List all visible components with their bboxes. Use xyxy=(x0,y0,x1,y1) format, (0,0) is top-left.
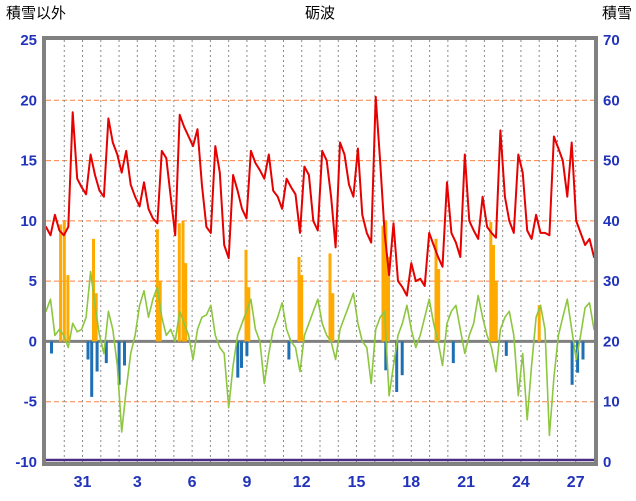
svg-text:70: 70 xyxy=(603,32,620,49)
svg-text:25: 25 xyxy=(20,32,37,49)
svg-text:18: 18 xyxy=(402,474,420,491)
svg-text:5: 5 xyxy=(29,273,37,290)
svg-text:31: 31 xyxy=(74,474,92,491)
left-tick-labels: 25 20 15 10 5 0 -5 -10 xyxy=(15,32,37,471)
svg-text:9: 9 xyxy=(242,474,251,491)
svg-text:6: 6 xyxy=(188,474,197,491)
svg-text:21: 21 xyxy=(457,474,475,491)
green-line xyxy=(45,270,595,437)
svg-text:15: 15 xyxy=(20,153,37,170)
red-line xyxy=(45,95,595,297)
right-tick-labels: 70 60 50 40 30 20 10 0 xyxy=(603,32,620,471)
svg-text:10: 10 xyxy=(603,394,620,411)
svg-text:10: 10 xyxy=(20,213,37,230)
svg-text:0: 0 xyxy=(603,454,611,471)
svg-text:-10: -10 xyxy=(15,454,37,471)
svg-text:40: 40 xyxy=(603,213,620,230)
chart-title: 砺波 xyxy=(305,5,335,22)
svg-text:24: 24 xyxy=(512,474,530,491)
svg-text:50: 50 xyxy=(603,153,620,170)
svg-text:0: 0 xyxy=(29,333,37,350)
v-gridlines xyxy=(63,40,577,462)
right-axis-title: 積雪 xyxy=(602,5,632,22)
svg-text:15: 15 xyxy=(348,474,366,491)
svg-text:60: 60 xyxy=(603,92,620,109)
svg-text:27: 27 xyxy=(567,474,585,491)
svg-text:-5: -5 xyxy=(24,394,37,411)
svg-text:3: 3 xyxy=(133,474,142,491)
svg-text:30: 30 xyxy=(603,273,620,290)
svg-text:20: 20 xyxy=(603,333,620,350)
svg-text:12: 12 xyxy=(293,474,311,491)
orange-bars xyxy=(59,220,541,342)
plot-frame xyxy=(42,36,598,466)
blue-bars xyxy=(50,341,585,397)
left-axis-title: 積雪以外 xyxy=(6,5,66,22)
x-tick-labels: 31 3 6 9 12 15 18 21 24 27 xyxy=(74,474,585,491)
svg-text:20: 20 xyxy=(20,92,37,109)
